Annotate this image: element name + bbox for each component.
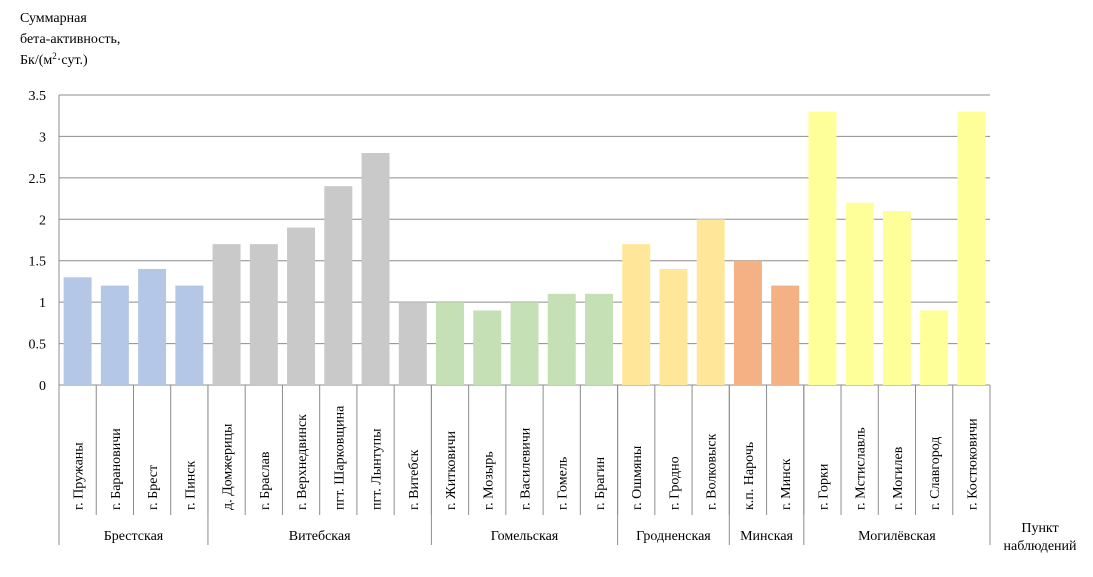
bar (63, 277, 92, 385)
y-tick-label: 3.5 (29, 89, 47, 104)
y-tick-label: 0 (39, 379, 46, 394)
category-label: г. Верхнедвинск (295, 414, 310, 510)
category-label: г. Минск (779, 458, 794, 510)
category-label: г. Гродно (667, 456, 682, 510)
category-label: г. Брагин (593, 456, 608, 510)
bar (287, 227, 316, 385)
region-label: Гомельская (491, 529, 559, 544)
y-axis-unit-part-1: Бк/(м (20, 53, 53, 68)
y-tick-label: 1 (39, 296, 46, 311)
y-tick-label: 2 (39, 213, 46, 228)
region-label: Витебская (289, 529, 351, 544)
category-label: г. Ошмяны (630, 445, 645, 510)
region-label: Брестская (104, 529, 164, 544)
category-label: г. Витебск (407, 449, 422, 510)
category-label: г. Пружаны (72, 442, 87, 510)
category-label: д. Домжерицы (221, 423, 236, 510)
bar (622, 244, 651, 385)
y-axis-title-line-3: Бк/(м2·сут.) (20, 50, 150, 71)
bar (436, 302, 465, 385)
category-label: г. Пинск (183, 461, 198, 510)
bar (696, 219, 725, 385)
bar (920, 310, 949, 385)
bar (473, 310, 502, 385)
category-label: г. Славгород (928, 437, 943, 510)
bar (771, 285, 800, 385)
category-label: г. Гомель (556, 457, 571, 510)
x-axis-title-line-2: наблюдений (1003, 539, 1077, 554)
region-label: Гродненская (636, 529, 711, 544)
category-label: г. Мозырь (481, 451, 496, 510)
bar (175, 285, 204, 385)
category-label: г. Костюковичи (965, 418, 980, 510)
bar (547, 293, 576, 385)
y-axis-unit-superscript: 2 (52, 51, 57, 61)
y-axis-title-line-2: бета-активность, (20, 32, 121, 47)
y-tick-label: 0.5 (29, 338, 47, 353)
category-label: г. Волковыск (705, 433, 720, 510)
bar (957, 111, 986, 386)
y-tick-label: 3 (39, 130, 46, 145)
bar (733, 260, 762, 385)
y-tick-label: 1.5 (29, 255, 47, 270)
category-label: г. Мстиславль (854, 427, 869, 510)
bar (584, 293, 613, 385)
bar (845, 202, 874, 385)
x-axis-title: Пункт наблюдений (990, 520, 1090, 556)
category-label: г. Брест (146, 465, 161, 510)
bar (510, 302, 539, 385)
bar (249, 244, 278, 385)
bar (882, 211, 911, 385)
category-label: г. Житковичи (444, 430, 459, 510)
bar (659, 269, 688, 385)
category-label: г. Горки (816, 463, 831, 510)
bar (361, 153, 390, 385)
category-label: г. Могилев (891, 446, 906, 510)
region-label: Минская (740, 529, 793, 544)
category-label: г. Барановичи (109, 428, 124, 510)
y-tick-label: 2.5 (29, 172, 47, 187)
y-axis-title: Суммарная бета-активность, Бк/(м2·сут.) (20, 8, 150, 71)
region-label: Могилёвская (858, 529, 936, 544)
bar (100, 285, 129, 385)
bar (398, 302, 427, 385)
category-label: пгт. Шарковщина (332, 405, 347, 510)
category-label: к.п. Нарочь (742, 442, 757, 510)
category-label: пгт. Лынтупы (370, 428, 385, 510)
y-axis-unit-part-2: ·сут.) (56, 53, 88, 68)
y-axis-title-line-1: Суммарная (20, 11, 87, 26)
category-label: г. Василевичи (519, 427, 534, 510)
category-label: г. Браслав (258, 451, 273, 510)
bar (138, 269, 167, 385)
bar (808, 111, 837, 386)
bar (324, 186, 353, 385)
bar (212, 244, 241, 385)
x-axis-title-line-1: Пункт (1021, 521, 1059, 536)
